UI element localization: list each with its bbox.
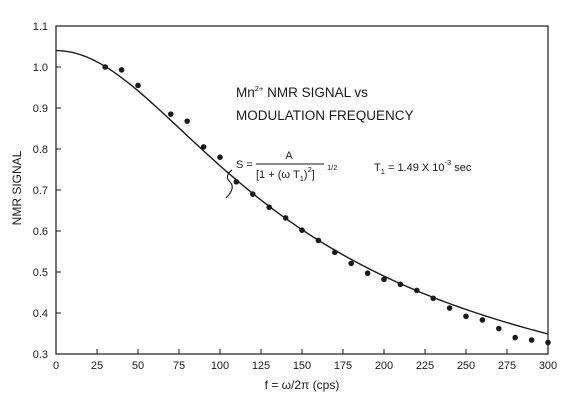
data-point (184, 118, 190, 124)
data-point (200, 144, 207, 150)
data-point (496, 325, 502, 332)
data-points (102, 64, 551, 346)
y-tick-label: 1.0 (33, 62, 48, 74)
data-point (102, 64, 108, 70)
data-point (397, 281, 404, 288)
x-tick-label: 225 (416, 360, 434, 372)
formula-lhs: S = (236, 159, 253, 171)
time-constant-label: T1 = 1.49 X 10-3 sec (374, 158, 472, 176)
data-point (446, 305, 453, 311)
data-point (118, 67, 125, 73)
y-tick-label: 1.1 (33, 21, 48, 33)
y-tick-label: 0.8 (33, 144, 48, 156)
x-tick-label: 50 (132, 360, 144, 372)
y-tick-label: 0.5 (33, 267, 48, 279)
fit-formula: S = A [1 + (ω T1)2] 1/2 (225, 150, 337, 199)
chart-title-line-2: MODULATION FREQUENCY (236, 108, 414, 123)
y-tick-label: 0.9 (33, 103, 48, 115)
data-point (348, 260, 355, 267)
x-tick-labels: 0 25 50 75 100 125 150 175 200 225 250 275 300 (53, 360, 557, 372)
x-tick-label: 0 (53, 360, 59, 372)
y-tick-labels: 1.1 1.0 0.9 0.8 0.7 0.6 0.5 0.4 0.3 (33, 21, 48, 361)
data-point (528, 337, 535, 343)
axis-ticks (56, 66, 508, 354)
y-axis-label: NMR SIGNAL (10, 150, 24, 225)
x-tick-label: 175 (334, 360, 352, 372)
x-tick-label: 200 (375, 360, 393, 372)
x-tick-label: 150 (293, 360, 311, 372)
y-tick-label: 0.7 (33, 185, 48, 197)
x-axis-label: f = ω/2π (cps) (265, 378, 340, 392)
chart-title-line-1: Mn2+ NMR SIGNAL vs (236, 84, 368, 100)
y-tick-label: 0.4 (33, 308, 48, 320)
data-point (463, 313, 469, 320)
formula-exponent: 1/2 (327, 163, 337, 172)
data-point (545, 339, 551, 346)
data-point (479, 317, 486, 323)
data-point (315, 237, 322, 244)
data-point (217, 154, 223, 160)
data-point (233, 179, 240, 185)
x-tick-label: 125 (252, 360, 270, 372)
y-tick-label: 0.3 (33, 349, 48, 361)
data-point (512, 334, 518, 341)
data-point (168, 111, 174, 117)
x-tick-label: 275 (498, 360, 516, 372)
x-tick-label: 300 (539, 360, 557, 372)
formula-numerator: A (285, 150, 293, 162)
x-tick-label: 250 (457, 360, 475, 372)
data-point (266, 204, 273, 211)
data-point (299, 227, 305, 233)
x-tick-label: 100 (211, 360, 229, 372)
data-point (414, 287, 420, 294)
data-point (364, 270, 371, 277)
data-point (381, 276, 387, 283)
plot-frame (55, 25, 549, 355)
data-point (250, 191, 256, 197)
x-tick-label: 25 (91, 360, 103, 372)
data-point (430, 295, 437, 302)
data-point (135, 82, 141, 89)
y-tick-label: 0.6 (33, 226, 48, 238)
x-tick-label: 75 (173, 360, 185, 372)
data-point (282, 215, 289, 221)
formula-pointer (225, 169, 233, 199)
formula-denominator: [1 + (ω T1)2] (256, 165, 315, 183)
data-point (332, 249, 338, 256)
